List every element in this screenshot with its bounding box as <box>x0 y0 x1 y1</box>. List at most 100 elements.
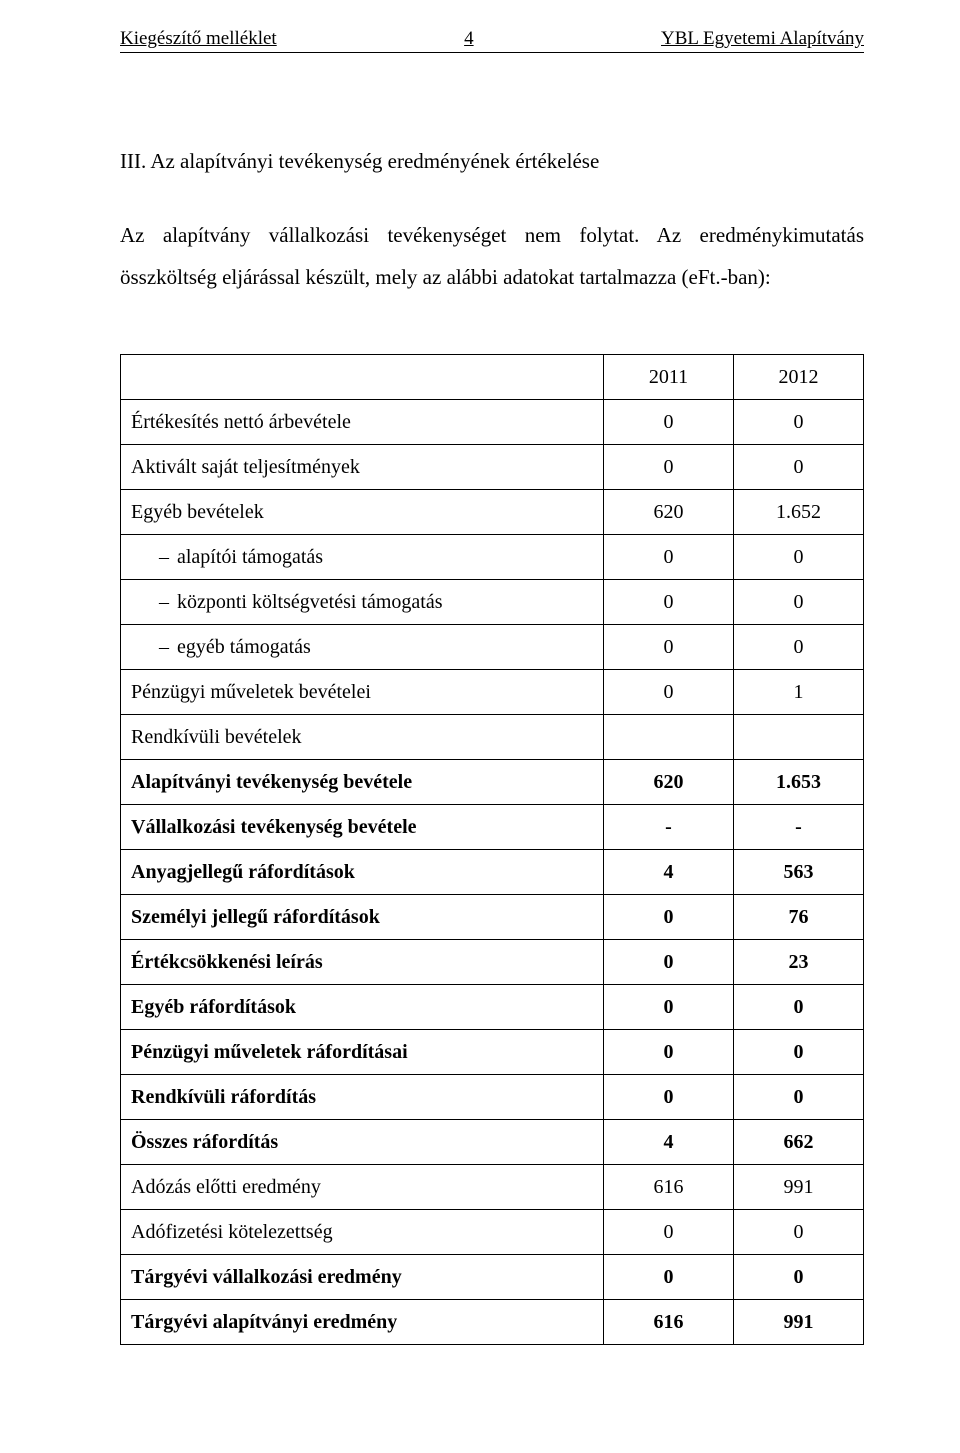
row-value-2012: 0 <box>734 580 864 625</box>
table-row: Rendkívüli ráfordítás00 <box>121 1075 864 1120</box>
row-label-text: központi költségvetési támogatás <box>177 591 443 613</box>
row-label: Alapítványi tevékenység bevétele <box>121 760 604 805</box>
dash-icon: – <box>159 586 177 618</box>
row-label: Összes ráfordítás <box>121 1120 604 1165</box>
table-row: Személyi jellegű ráfordítások076 <box>121 895 864 940</box>
row-label: Aktivált saját teljesítmények <box>121 445 604 490</box>
row-value-2012: 0 <box>734 1075 864 1120</box>
finance-table: 2011 2012 Értékesítés nettó árbevétele00… <box>120 354 864 1345</box>
table-row: Vállalkozási tevékenység bevétele-- <box>121 805 864 850</box>
table-header-year-2: 2012 <box>734 355 864 400</box>
row-value-2011 <box>604 715 734 760</box>
table-row: Adófizetési kötelezettség00 <box>121 1210 864 1255</box>
row-label: Rendkívüli ráfordítás <box>121 1075 604 1120</box>
row-value-2011: 0 <box>604 985 734 1030</box>
row-label: Adózás előtti eredmény <box>121 1165 604 1210</box>
row-value-2012: 0 <box>734 625 864 670</box>
row-value-2012: 76 <box>734 895 864 940</box>
row-value-2012: 0 <box>734 1255 864 1300</box>
row-label: Pénzügyi műveletek ráfordításai <box>121 1030 604 1075</box>
row-value-2012: 0 <box>734 1210 864 1255</box>
section-title: III. Az alapítványi tevékenység eredmény… <box>120 149 864 174</box>
table-row: –egyéb támogatás00 <box>121 625 864 670</box>
page-header: Kiegészítő melléklet 4 YBL Egyetemi Alap… <box>120 28 864 53</box>
table-row: Aktivált saját teljesítmények00 <box>121 445 864 490</box>
row-label: –központi költségvetési támogatás <box>121 580 604 625</box>
row-value-2012: 0 <box>734 445 864 490</box>
row-label: Vállalkozási tevékenység bevétele <box>121 805 604 850</box>
row-label: Személyi jellegű ráfordítások <box>121 895 604 940</box>
row-value-2011: 0 <box>604 445 734 490</box>
row-label: Anyagjellegű ráfordítások <box>121 850 604 895</box>
row-label-text: egyéb támogatás <box>177 636 311 658</box>
row-value-2011: 616 <box>604 1300 734 1345</box>
row-value-2012: 0 <box>734 535 864 580</box>
dash-icon: – <box>159 541 177 573</box>
row-label-text: alapítói támogatás <box>177 546 323 568</box>
table-row: Egyéb bevételek6201.652 <box>121 490 864 535</box>
header-page-number: 4 <box>464 28 474 50</box>
row-label: Értékcsökkenési leírás <box>121 940 604 985</box>
row-value-2012: 991 <box>734 1165 864 1210</box>
table-row: Anyagjellegű ráfordítások4563 <box>121 850 864 895</box>
row-value-2011: 0 <box>604 1210 734 1255</box>
row-label: Rendkívüli bevételek <box>121 715 604 760</box>
row-value-2011: 0 <box>604 1255 734 1300</box>
row-value-2011: 0 <box>604 400 734 445</box>
row-value-2011: 620 <box>604 760 734 805</box>
row-label: –egyéb támogatás <box>121 625 604 670</box>
table-row: Pénzügyi műveletek bevételei01 <box>121 670 864 715</box>
row-value-2011: 0 <box>604 625 734 670</box>
row-value-2011: 616 <box>604 1165 734 1210</box>
table-row: Rendkívüli bevételek <box>121 715 864 760</box>
table-header-empty <box>121 355 604 400</box>
table-row: Pénzügyi műveletek ráfordításai00 <box>121 1030 864 1075</box>
table-header-row: 2011 2012 <box>121 355 864 400</box>
table-row: –központi költségvetési támogatás00 <box>121 580 864 625</box>
table-row: Értékcsökkenési leírás023 <box>121 940 864 985</box>
table-row: Értékesítés nettó árbevétele00 <box>121 400 864 445</box>
table-row: Alapítványi tevékenység bevétele6201.653 <box>121 760 864 805</box>
row-value-2011: 0 <box>604 895 734 940</box>
row-value-2011: 4 <box>604 1120 734 1165</box>
row-label: Adófizetési kötelezettség <box>121 1210 604 1255</box>
row-value-2012: 0 <box>734 1030 864 1075</box>
row-value-2011: 0 <box>604 580 734 625</box>
row-value-2011: 0 <box>604 1030 734 1075</box>
row-label: –alapítói támogatás <box>121 535 604 580</box>
row-label: Tárgyévi vállalkozási eredmény <box>121 1255 604 1300</box>
row-value-2012 <box>734 715 864 760</box>
row-value-2012: - <box>734 805 864 850</box>
row-label: Értékesítés nettó árbevétele <box>121 400 604 445</box>
row-value-2012: 1.653 <box>734 760 864 805</box>
row-value-2011: 0 <box>604 670 734 715</box>
header-left: Kiegészítő melléklet <box>120 28 277 50</box>
table-row: Adózás előtti eredmény616991 <box>121 1165 864 1210</box>
table-row: Tárgyévi vállalkozási eredmény00 <box>121 1255 864 1300</box>
row-value-2012: 991 <box>734 1300 864 1345</box>
row-label: Tárgyévi alapítványi eredmény <box>121 1300 604 1345</box>
dash-icon: – <box>159 631 177 663</box>
row-label: Pénzügyi műveletek bevételei <box>121 670 604 715</box>
intro-paragraph: Az alapítvány vállalkozási tevékenységet… <box>120 214 864 298</box>
row-label: Egyéb bevételek <box>121 490 604 535</box>
table-header-year-1: 2011 <box>604 355 734 400</box>
row-label: Egyéb ráfordítások <box>121 985 604 1030</box>
row-value-2011: 0 <box>604 535 734 580</box>
row-value-2012: 23 <box>734 940 864 985</box>
row-value-2011: 4 <box>604 850 734 895</box>
table-row: Tárgyévi alapítványi eredmény616991 <box>121 1300 864 1345</box>
header-right: YBL Egyetemi Alapítvány <box>661 28 864 50</box>
row-value-2011: 620 <box>604 490 734 535</box>
row-value-2011: 0 <box>604 940 734 985</box>
row-value-2012: 0 <box>734 985 864 1030</box>
table-row: Összes ráfordítás4662 <box>121 1120 864 1165</box>
row-value-2012: 1 <box>734 670 864 715</box>
row-value-2011: 0 <box>604 1075 734 1120</box>
row-value-2012: 563 <box>734 850 864 895</box>
row-value-2012: 662 <box>734 1120 864 1165</box>
row-value-2011: - <box>604 805 734 850</box>
table-row: –alapítói támogatás00 <box>121 535 864 580</box>
row-value-2012: 1.652 <box>734 490 864 535</box>
row-value-2012: 0 <box>734 400 864 445</box>
